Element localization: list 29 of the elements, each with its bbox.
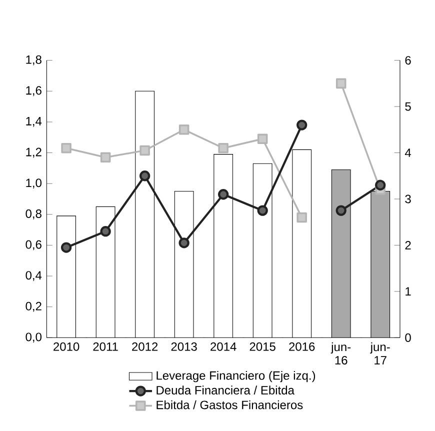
- x-tick-label: 2012: [132, 342, 158, 351]
- y-tick-label: 1,2: [26, 148, 42, 158]
- y-tick-label: 0,8: [26, 209, 42, 220]
- x-tick-label: 2013: [171, 342, 197, 351]
- x-tick-label: jun-16: [330, 342, 351, 365]
- y2-tick-label: 6: [405, 56, 411, 65]
- legend-label: Deuda Financiera / Ebitda: [156, 386, 294, 395]
- legend-label: Leverage Financiero (Eje izq.): [156, 370, 316, 382]
- x-tick-label: jun-17: [370, 342, 390, 364]
- y2-tick-label: 0: [405, 333, 411, 342]
- y-tick-label: 1,8: [26, 55, 42, 66]
- y-tick-label: 0,4: [26, 271, 42, 281]
- y-tick-label: 1,4: [26, 117, 42, 127]
- y-tick-label: 0,2: [26, 302, 42, 312]
- x-tick-label: 2011: [93, 342, 118, 351]
- y2-tick-label: 3: [405, 194, 411, 204]
- y2-tick-label: 2: [405, 241, 411, 250]
- y2-tick-label: 1: [406, 287, 411, 296]
- x-tick-label: 2014: [210, 342, 236, 351]
- y2-tick-label: 5: [405, 102, 411, 111]
- legend-label: Ebitda / Gastos Financieros: [156, 400, 303, 410]
- y-tick-label: 1,6: [26, 86, 42, 96]
- y-tick-label: 1,0: [26, 178, 42, 189]
- y2-tick-label: 4: [404, 148, 412, 157]
- x-tick-label: 2016: [289, 342, 315, 351]
- x-tick-label: 2015: [250, 342, 276, 351]
- x-tick-label: 2010: [54, 342, 80, 351]
- y-tick-label: 0,6: [26, 240, 42, 250]
- y-tick-label: 0,0: [26, 332, 42, 343]
